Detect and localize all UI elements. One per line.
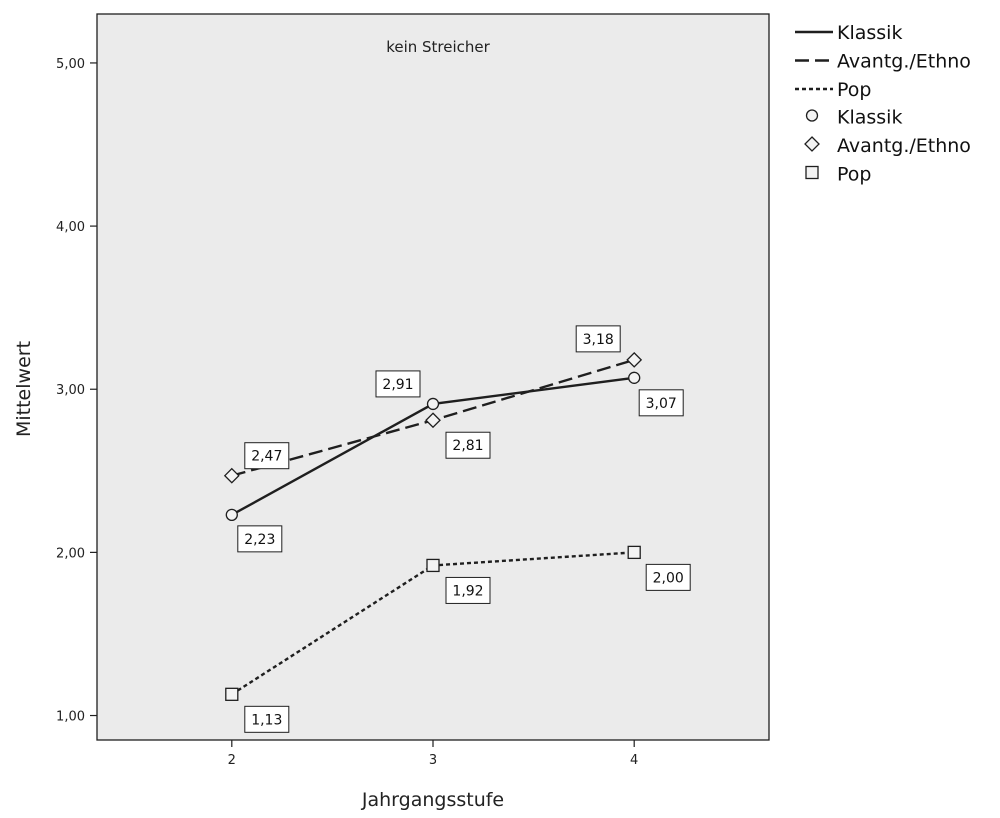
legend-label: Pop [837, 164, 871, 186]
plot-area [96, 13, 770, 741]
legend-label: Avantg./Ethno [837, 135, 971, 157]
data-point-avantg-ethno [425, 412, 441, 429]
data-label: 3,18 [583, 332, 614, 348]
x-tick-label: 2 [228, 753, 236, 768]
y-tick-label: 3,00 [56, 383, 85, 398]
legend-label: Avantg./Ethno [837, 51, 971, 73]
data-label-box [575, 325, 621, 353]
data-label: 2,00 [653, 570, 684, 586]
data-label-box [445, 431, 491, 459]
legend-label: Klassik [837, 107, 902, 129]
data-label: 1,13 [251, 712, 282, 728]
data-label-box [244, 442, 290, 470]
data-label-box [638, 389, 684, 417]
data-label: 2,81 [452, 438, 483, 454]
data-label-box [445, 576, 491, 604]
data-point-avantg-ethno [626, 351, 643, 368]
x-tick-label: 4 [630, 753, 638, 768]
data-point-klassik [628, 371, 641, 384]
data-label-box [645, 563, 691, 591]
data-point-pop [426, 558, 440, 573]
data-label-box [237, 525, 283, 553]
legend-marker-swatch [804, 136, 820, 152]
chart-title: kein Streicher [386, 38, 490, 56]
legend-marker-swatch [805, 109, 819, 122]
y-tick-label: 4,00 [56, 220, 85, 235]
y-tick-label: 2,00 [56, 546, 85, 561]
legend-label: Pop [837, 79, 871, 101]
data-label-box [244, 705, 290, 733]
data-label-box [375, 370, 421, 398]
data-point-avantg-ethno [223, 467, 240, 484]
legend-label: Klassik [837, 22, 902, 44]
data-point-pop [627, 545, 641, 560]
y-tick-label: 5,00 [56, 57, 85, 72]
data-label: 3,07 [646, 396, 677, 412]
data-label: 2,47 [251, 449, 282, 465]
x-tick-label: 3 [429, 753, 437, 768]
legend-marker-swatch [805, 165, 819, 180]
y-tick-label: 1,00 [56, 710, 85, 725]
data-point-klassik [225, 508, 238, 522]
data-label: 2,91 [382, 377, 413, 393]
y-axis-title: Mittelwert [13, 341, 35, 437]
data-point-pop [225, 687, 239, 701]
data-point-klassik [426, 397, 440, 411]
data-label: 1,92 [452, 583, 483, 599]
x-axis-title: Jahrgangsstufe [361, 789, 504, 811]
data-label: 2,23 [244, 532, 275, 548]
